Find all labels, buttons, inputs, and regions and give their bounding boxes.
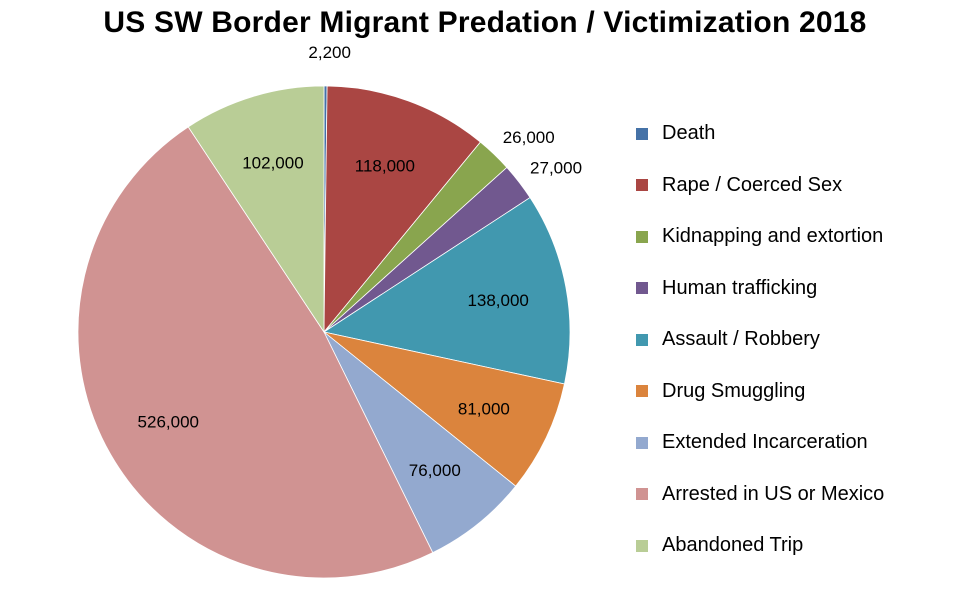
legend-label: Rape / Coerced Sex (662, 173, 843, 196)
legend-label: Drug Smuggling (662, 379, 806, 402)
legend-item-1: Rape / Coerced Sex (636, 160, 884, 212)
pie-data-labels: 2,200 118,000 26,000 27,000 138,000 81,000 76,… (138, 43, 583, 480)
legend-item-3: Human trafficking (636, 263, 884, 315)
pie-slice-7 (77, 126, 434, 579)
data-label-1: 118,000 (355, 157, 415, 176)
legend-swatch (636, 282, 648, 295)
legend-item-4: Assault / Robbery (636, 314, 884, 366)
data-label-7: 526,000 (138, 412, 199, 431)
data-label-6: 76,000 (409, 461, 461, 480)
data-label-5: 81,000 (458, 399, 510, 418)
legend-label: Kidnapping and extortion (662, 225, 884, 248)
legend-item-5: Drug Smuggling (636, 366, 884, 418)
legend-swatch (636, 385, 648, 398)
pie-slice-5 (323, 331, 565, 487)
pie-slice-6 (323, 331, 517, 554)
legend-swatch (636, 333, 648, 346)
data-label-8: 102,000 (242, 153, 303, 172)
legend-label: Death (662, 122, 716, 145)
pie-slices (77, 85, 571, 579)
legend-item-0: Death (636, 108, 884, 160)
legend-item-6: Extended Incarceration (636, 417, 884, 469)
data-label-2: 26,000 (503, 128, 555, 147)
legend-label: Assault / Robbery (662, 328, 820, 351)
legend-item-2: Kidnapping and extortion (636, 211, 884, 263)
legend-swatch (636, 230, 648, 243)
pie-slice-4 (322, 197, 571, 385)
legend-swatch (636, 539, 648, 552)
chart-legend: Death Rape / Coerced Sex Kidnapping and ex… (636, 108, 884, 572)
legend-label: Abandoned Trip (662, 534, 804, 557)
legend-label: Human trafficking (662, 276, 818, 299)
legend-swatch (636, 127, 648, 140)
legend-item-7: Arrested in US or Mexico (636, 469, 884, 521)
pie-slice-1 (323, 85, 481, 334)
pie-slice-8 (187, 85, 325, 334)
data-label-4: 138,000 (467, 291, 528, 310)
chart-title: US SW Border Migrant Predation / Victimi… (103, 6, 867, 39)
legend-item-8: Abandoned Trip (636, 520, 884, 572)
legend-label: Arrested in US or Mexico (662, 482, 885, 505)
legend-swatch (636, 488, 648, 501)
data-label-0: 2,200 (308, 43, 351, 62)
legend-label: Extended Incarceration (662, 431, 868, 454)
data-label-3: 27,000 (530, 158, 582, 177)
legend-swatch (636, 436, 648, 449)
legend-swatch (636, 179, 648, 192)
